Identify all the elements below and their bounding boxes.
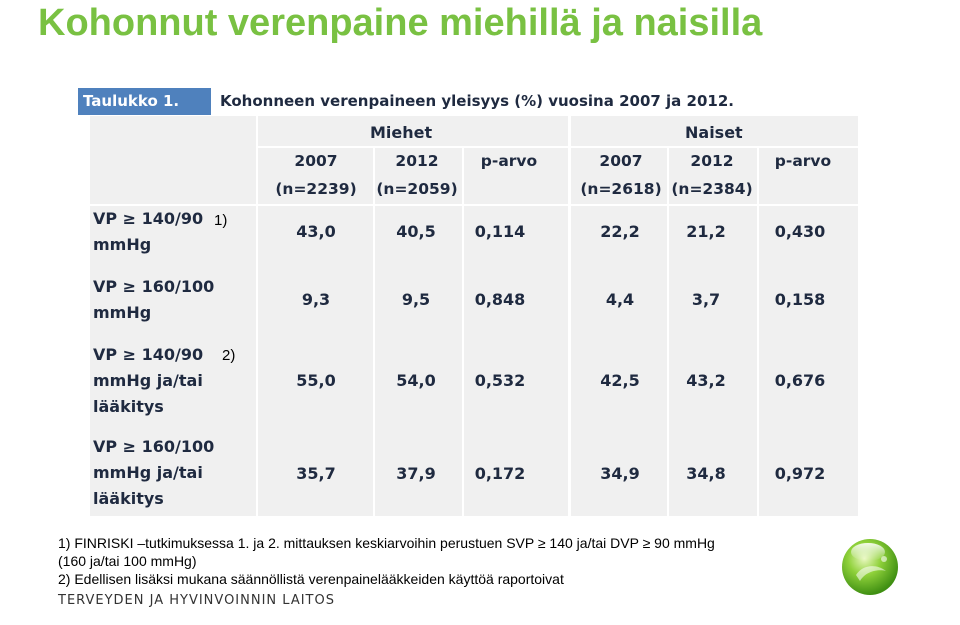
column-header-n: (n=2618)	[580, 180, 662, 198]
row-label-line: mmHg ja/tai	[93, 463, 203, 482]
row-label: VP ≥ 140/90 mmHg ja/tai lääkitys	[93, 342, 203, 420]
footer-brand: TERVEYDEN JA HYVINVOINNIN LAITOS	[58, 593, 335, 608]
green-sphere-logo-icon	[842, 539, 898, 595]
row-label-line: lääkitys	[93, 489, 164, 508]
table-cell: 0,972	[774, 464, 826, 483]
column-header: 2007 (n=2618)	[575, 147, 667, 203]
row-label-line: VP ≥ 160/100	[93, 437, 215, 456]
group-header-miehet: Miehet	[370, 123, 433, 142]
row-label: VP ≥ 140/90 mmHg	[93, 206, 203, 258]
table-cell: 9,5	[401, 290, 431, 309]
column-header-year: 2007	[294, 152, 338, 170]
column-header: 2012 (n=2059)	[368, 147, 466, 203]
table-cell: 3,7	[691, 290, 721, 309]
table-cell: 35,7	[296, 464, 336, 483]
table-cell: 43,0	[296, 222, 336, 241]
table-cell: 0,172	[474, 464, 526, 483]
row-separator	[90, 204, 858, 206]
column-separator	[757, 146, 759, 516]
column-header: 2007 (n=2239)	[266, 147, 366, 203]
row-label-line: mmHg	[93, 235, 152, 254]
column-header-p: p-arvo	[774, 152, 832, 170]
table-cell: 34,8	[686, 464, 726, 483]
table-caption: Taulukko 1. Kohonneen verenpaineen yleis…	[78, 88, 858, 115]
footnote-1-prefix: 1) FINRISKI	[58, 535, 134, 551]
column-header-n: (n=2239)	[275, 180, 357, 198]
column-header: p-arvo	[758, 147, 848, 175]
row-label: VP ≥ 160/100 mmHg	[93, 274, 214, 326]
column-header: 2012 (n=2384)	[662, 147, 762, 203]
footnote-1-text: 90 mmHg	[650, 535, 715, 551]
table-cell: 37,9	[396, 464, 436, 483]
table-cell: 9,3	[301, 290, 331, 309]
table-cell: 40,5	[396, 222, 436, 241]
row-label-line: lääkitys	[93, 397, 164, 416]
group-header-naiset: Naiset	[685, 123, 743, 142]
footnote-marker-1: 1)	[214, 212, 228, 229]
column-separator	[256, 116, 258, 516]
column-separator	[462, 146, 464, 516]
column-separator	[568, 116, 571, 516]
row-label-line: mmHg	[93, 303, 152, 322]
footnote-1-continued: (160 ja/tai 100 mmHg)	[58, 553, 197, 569]
row-label-line: VP ≥ 140/90	[93, 209, 204, 228]
row-label: VP ≥ 160/100 mmHg ja/tai lääkitys	[93, 434, 214, 512]
footnote-marker-2: 2)	[222, 347, 236, 364]
row-label-line: mmHg ja/tai	[93, 371, 203, 390]
ge-symbol: ≥	[642, 535, 651, 551]
table-cell: 0,430	[774, 222, 826, 241]
row-separator	[258, 146, 568, 148]
table-cell: 22,2	[600, 222, 640, 241]
column-header-year: 2012	[690, 152, 734, 170]
column-header-p: p-arvo	[480, 152, 538, 170]
table-cell: 54,0	[396, 371, 436, 390]
column-separator	[373, 146, 375, 516]
table-cell: 0,158	[774, 290, 826, 309]
row-label-line: VP ≥ 140/90	[93, 345, 204, 364]
table-caption-text: Kohonneen verenpaineen yleisyys (%) vuos…	[220, 92, 734, 110]
footnote-1-text: 140 ja/tai DVP	[545, 535, 643, 551]
column-header-n: (n=2059)	[376, 180, 458, 198]
row-separator	[571, 146, 858, 148]
table-cell: 0,848	[474, 290, 526, 309]
table-cell: 43,2	[686, 371, 726, 390]
ge-symbol: ≥	[537, 535, 546, 551]
column-header: p-arvo	[464, 147, 554, 175]
slide-title: Kohonnut verenpaine miehillä ja naisilla	[38, 2, 763, 44]
column-separator	[667, 146, 669, 516]
table-cell: 0,676	[774, 371, 826, 390]
table-caption-label: Taulukko 1.	[78, 88, 211, 115]
footnote-2: 2) Edellisen lisäksi mukana säännöllistä…	[58, 571, 564, 587]
table-cell: 0,532	[474, 371, 526, 390]
row-label-line: VP ≥ 160/100	[93, 277, 215, 296]
table-cell: 0,114	[474, 222, 526, 241]
column-header-year: 2012	[395, 152, 439, 170]
footnote-1-text: –tutkimuksessa 1. ja 2. mittauksen keski…	[133, 535, 538, 551]
footnotes: 1) FINRISKI –tutkimuksessa 1. ja 2. mitt…	[58, 534, 858, 588]
table-cell: 42,5	[600, 371, 640, 390]
footnote-1: 1) FINRISKI –tutkimuksessa 1. ja 2. mitt…	[58, 534, 858, 552]
table-cell: 4,4	[605, 290, 635, 309]
table-cell: 55,0	[296, 371, 336, 390]
table-cell: 21,2	[686, 222, 726, 241]
table-cell: 34,9	[600, 464, 640, 483]
column-header-year: 2007	[599, 152, 643, 170]
column-header-n: (n=2384)	[671, 180, 753, 198]
prevalence-table: Miehet Naiset 2007 (n=2239) 2012 (n=2059…	[90, 116, 858, 516]
